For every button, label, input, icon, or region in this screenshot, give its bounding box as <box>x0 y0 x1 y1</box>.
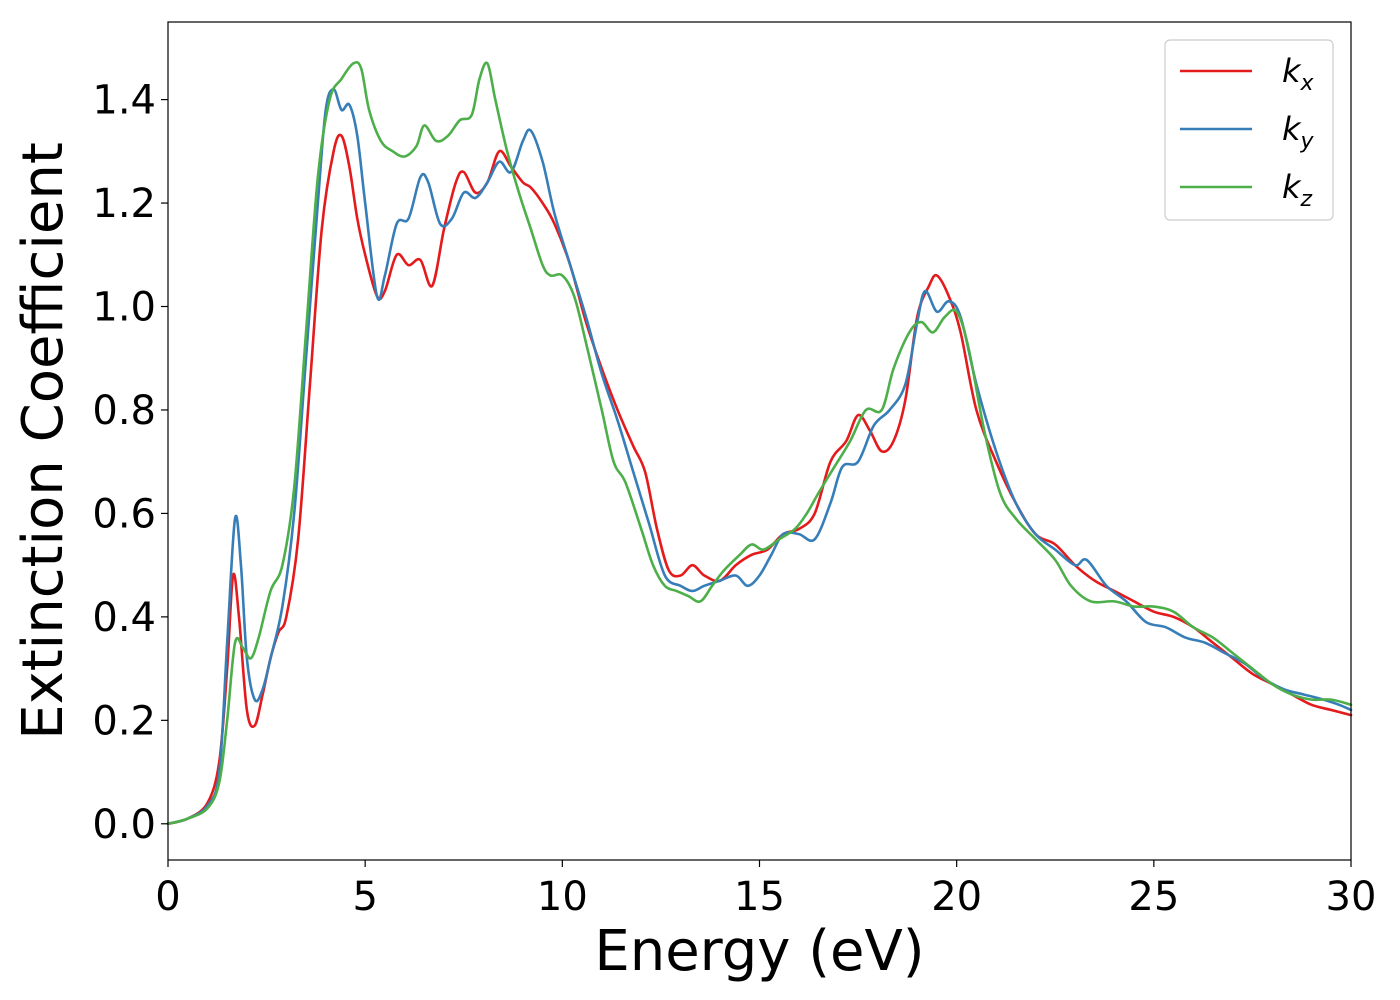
x-tick-label: 15 <box>734 874 785 920</box>
x-tick-label: 20 <box>931 874 982 920</box>
x-tick-label: 25 <box>1128 874 1179 920</box>
y-tick-label: 1.2 <box>92 181 156 227</box>
y-tick-label: 1.4 <box>92 78 156 124</box>
y-tick-label: 0.6 <box>92 491 156 537</box>
series-line-kz <box>166 60 1353 826</box>
y-tick-label: 1.0 <box>92 285 156 331</box>
y-axis-label: Extinction Coefficient <box>11 142 76 740</box>
x-tick-label: 5 <box>352 874 377 920</box>
y-tick-label: 0.8 <box>92 388 156 434</box>
series-line-kx <box>166 133 1353 826</box>
series-line-ky <box>166 87 1353 826</box>
x-tick-label: 30 <box>1326 874 1377 920</box>
y-tick-label: 0.0 <box>92 802 156 848</box>
y-tick-label: 0.2 <box>92 698 156 744</box>
x-tick-label: 0 <box>155 874 180 920</box>
x-axis-ticks: 0 5 10 15 20 25 30 <box>155 860 1376 920</box>
x-axis-label: Energy (eV) <box>594 919 924 984</box>
series-layer <box>166 60 1353 826</box>
y-axis-ticks: 0.0 0.2 0.4 0.6 0.8 1.0 1.2 1.4 <box>92 78 168 848</box>
x-tick-label: 10 <box>537 874 588 920</box>
y-tick-label: 0.4 <box>92 595 156 641</box>
